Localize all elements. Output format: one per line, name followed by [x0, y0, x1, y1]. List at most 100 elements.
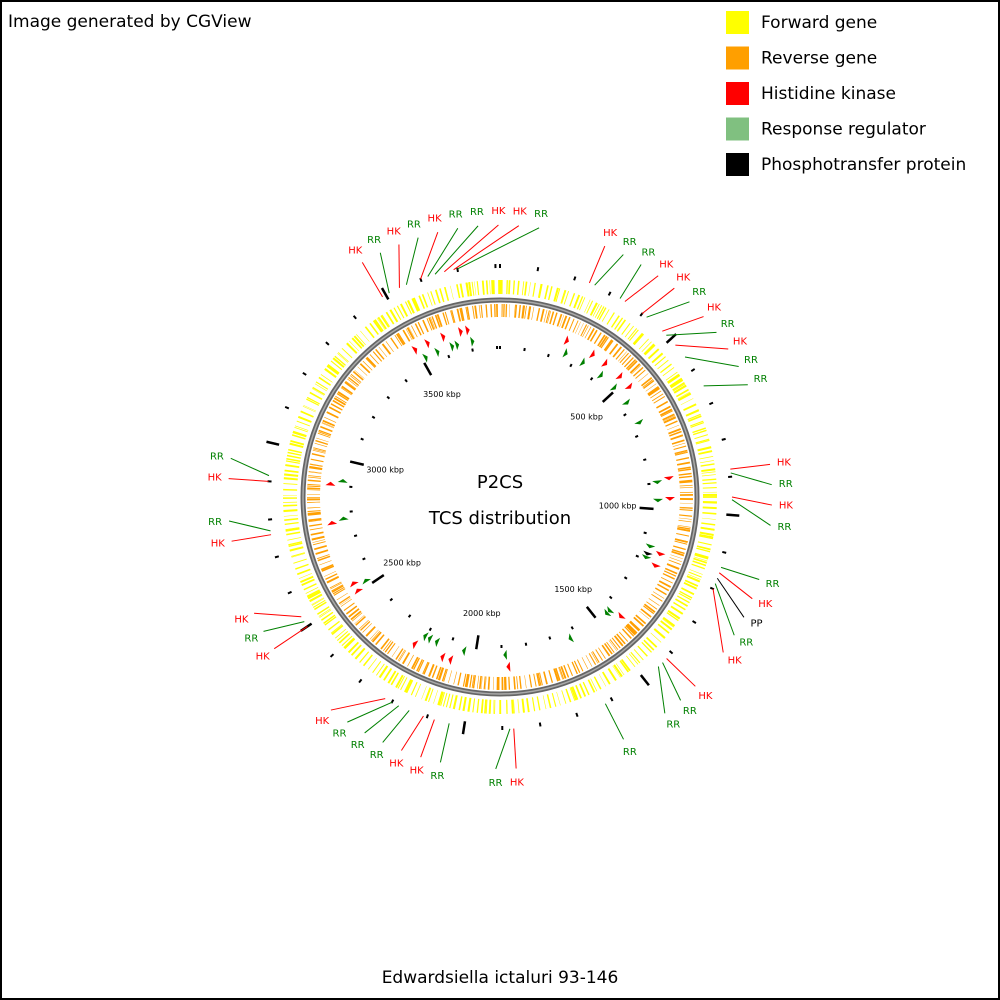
feature-leader	[662, 662, 682, 701]
gene-stripe	[450, 285, 454, 300]
gene-stripe	[309, 593, 323, 602]
gene-stripe	[643, 639, 655, 651]
gene-stripe	[621, 354, 632, 366]
feature-marker	[652, 480, 663, 485]
gene-stripe	[524, 281, 528, 296]
gene-stripe	[397, 649, 406, 661]
gene-stripe	[395, 674, 404, 688]
gene-stripe	[309, 464, 323, 467]
feature-label: RR	[779, 479, 793, 490]
feature-leader	[646, 301, 690, 318]
gene-stripe	[663, 416, 677, 424]
gene-stripe	[369, 629, 379, 640]
gene-stripe	[448, 670, 453, 684]
gene-stripe	[404, 301, 413, 315]
gene-stripe	[518, 304, 521, 319]
gene-stripe	[315, 439, 329, 446]
minor-tick	[546, 353, 550, 358]
gene-stripe	[476, 675, 480, 689]
gene-stripe	[286, 531, 301, 536]
gene-stripe	[315, 381, 329, 390]
feature-label: HK	[728, 655, 743, 666]
gene-stripe	[558, 666, 565, 680]
gene-stripe	[609, 639, 619, 651]
gene-stripe	[674, 540, 688, 545]
gene-stripe	[573, 294, 580, 309]
gene-stripe	[400, 677, 408, 691]
gene-stripe	[677, 391, 690, 399]
gene-stripe	[340, 598, 352, 607]
gene-stripe	[640, 608, 652, 618]
gene-stripe	[472, 675, 476, 689]
gene-stripe	[601, 337, 609, 349]
gene-stripe	[362, 360, 373, 371]
gene-stripe	[293, 558, 307, 564]
gene-stripe	[669, 430, 682, 437]
gene-stripe	[700, 526, 715, 530]
gene-stripe	[428, 317, 435, 330]
gene-stripe	[573, 660, 581, 673]
feature-marker	[412, 640, 419, 650]
gene-stripe	[307, 489, 321, 491]
gene-stripe	[367, 658, 377, 670]
gene-stripe	[400, 303, 409, 317]
gene-stripe	[308, 471, 322, 474]
feature-leader	[604, 703, 624, 740]
gene-stripe	[653, 629, 665, 639]
gene-stripe	[353, 336, 364, 348]
gene-stripe	[524, 305, 527, 319]
gene-stripe	[563, 665, 569, 678]
feature-leader	[684, 356, 739, 368]
gene-stripe	[333, 588, 346, 596]
gene-stripe	[702, 497, 717, 498]
gene-stripe	[679, 514, 693, 517]
gene-stripe	[316, 606, 330, 615]
gene-stripe	[629, 363, 641, 374]
gene-stripe	[645, 636, 658, 648]
gene-stripe	[307, 485, 321, 488]
gene-stripe	[643, 380, 655, 389]
gene-stripe	[344, 381, 356, 391]
gene-stripe	[391, 645, 400, 657]
gene-stripe	[670, 434, 683, 440]
gene-stripe	[630, 651, 641, 664]
gene-stripe	[421, 686, 427, 700]
gene-stripe	[451, 310, 456, 323]
legend-swatch	[726, 82, 749, 105]
gene-stripe	[593, 332, 602, 345]
gene-stripe	[358, 619, 369, 630]
gene-stripe	[286, 457, 301, 462]
minor-tick	[274, 555, 280, 559]
gene-stripe	[307, 589, 320, 598]
major-tick	[266, 440, 280, 446]
gene-stripe	[337, 391, 350, 400]
gene-stripe	[678, 519, 692, 523]
gene-stripe	[292, 431, 307, 437]
gene-stripe	[411, 325, 418, 338]
feature-label: RR	[489, 778, 503, 789]
gene-stripe	[679, 502, 693, 504]
feature-label: RR	[766, 579, 780, 590]
feature-marker	[422, 353, 428, 363]
gene-stripe	[336, 392, 349, 401]
gene-stripe	[677, 526, 691, 530]
gene-stripe	[670, 605, 684, 615]
feature-leader	[495, 728, 511, 770]
gene-stripe	[312, 539, 326, 543]
gene-stripe	[598, 674, 607, 687]
gene-stripe	[307, 497, 321, 499]
gene-stripe	[560, 289, 566, 304]
gene-stripe	[654, 356, 666, 367]
gene-stripe	[552, 312, 558, 326]
gene-stripe	[397, 332, 406, 345]
feature-leader	[453, 225, 520, 271]
gene-stripe	[484, 699, 487, 714]
feature-marker	[579, 357, 585, 367]
feature-leader	[657, 666, 666, 714]
minor-tick	[524, 642, 528, 646]
gene-stripe	[701, 468, 716, 472]
gene-stripe	[300, 575, 314, 584]
gene-stripe	[611, 637, 621, 649]
legend-label: Forward gene	[761, 13, 877, 33]
gene-stripe	[643, 343, 655, 355]
